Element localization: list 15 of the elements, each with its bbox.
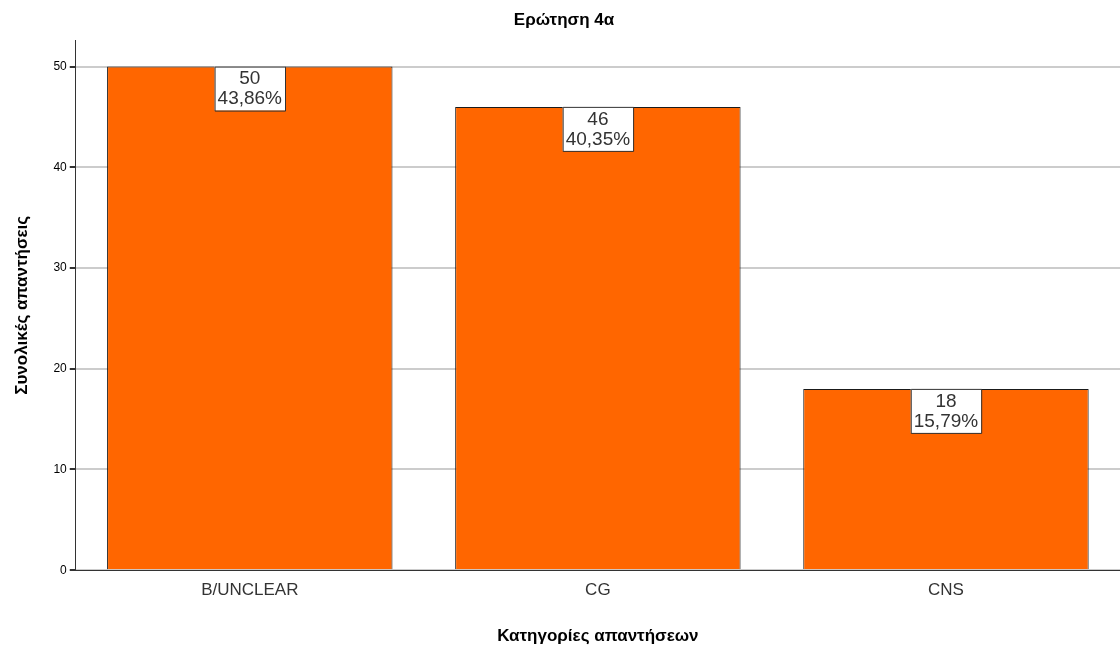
data-label: 50 43,86% [217, 67, 283, 109]
y-tick-label: 10 [53, 461, 68, 476]
y-tick-label: 30 [53, 260, 68, 275]
data-label: 18 15,79% [913, 389, 979, 431]
x-tick-label: CG [585, 580, 611, 600]
data-label: 46 40,35% [565, 107, 631, 149]
x-tick-label: CNS [928, 580, 964, 600]
y-tick-label: 50 [53, 58, 68, 73]
x-axis-title: Κατηγορίες απαντήσεων [497, 626, 699, 646]
y-tick-label: 40 [53, 159, 68, 174]
chart-title: Ερώτηση 4α [513, 9, 615, 29]
y-axis-title: Συνολικές απαντήσεις [11, 215, 31, 395]
y-tick-label: 20 [53, 361, 68, 376]
x-tick-label: B/UNCLEAR [201, 580, 299, 600]
y-tick-label: 0 [60, 562, 68, 577]
